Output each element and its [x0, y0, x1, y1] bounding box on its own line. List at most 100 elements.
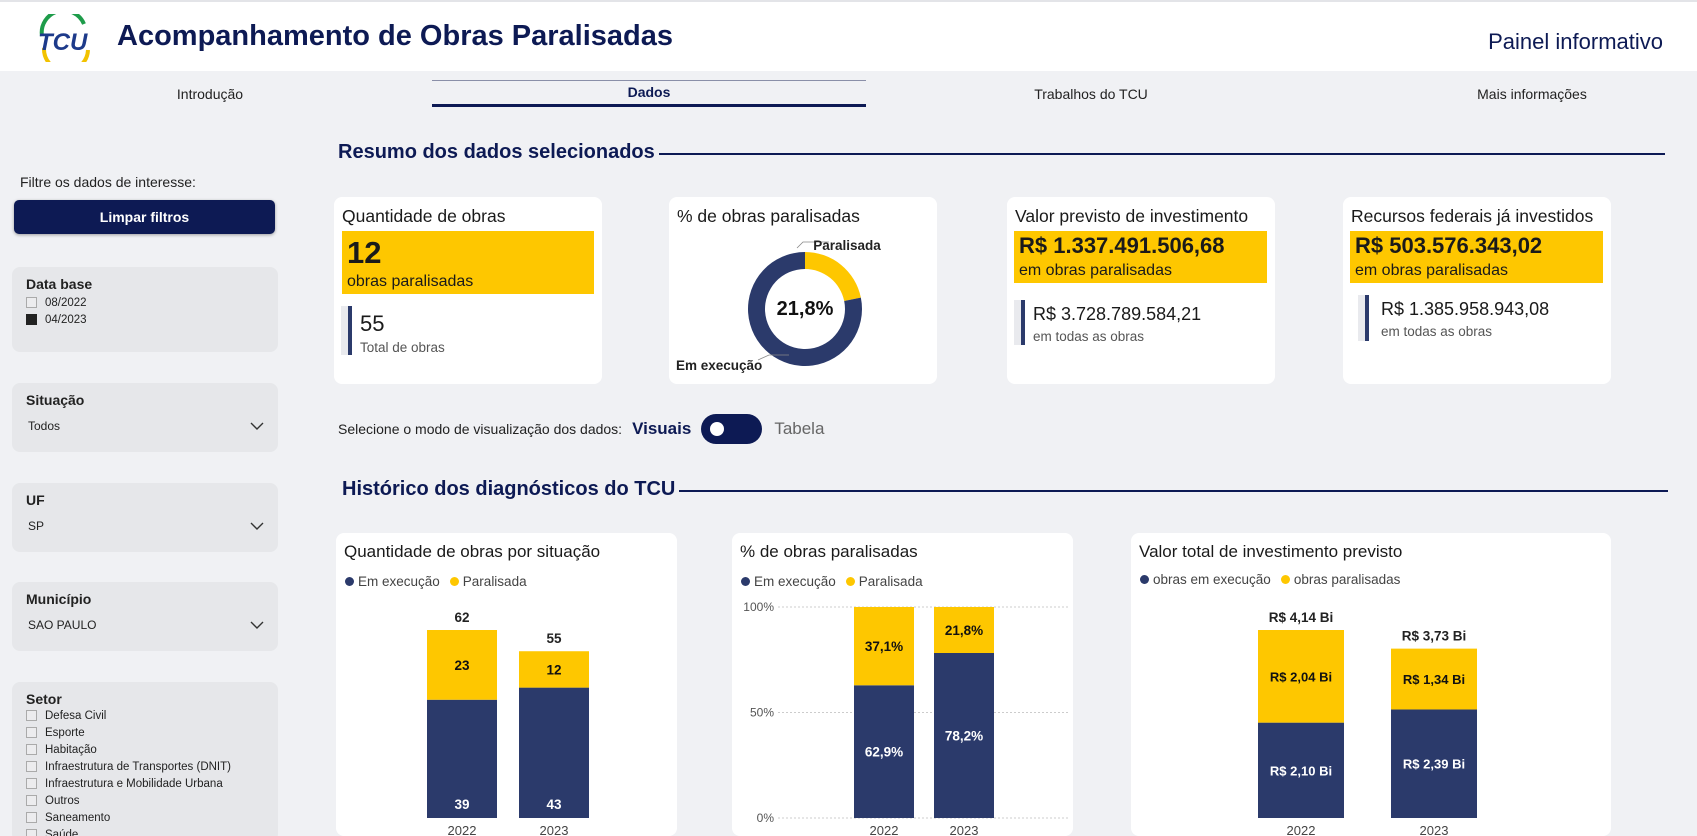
kpi-title: Recursos federais já investidos	[1351, 206, 1594, 226]
chart-legend: Em execução Paralisada	[345, 574, 537, 589]
chart-legend: Em execução Paralisada	[741, 574, 933, 589]
bar-data-label: 23	[454, 658, 470, 673]
checkbox-icon[interactable]	[26, 829, 37, 836]
bar-segment	[519, 687, 589, 818]
situacao-dropdown[interactable]: Todos	[26, 419, 264, 433]
accent-bar	[348, 306, 352, 355]
checkbox-icon[interactable]	[26, 761, 37, 772]
legend-label: Em execução	[754, 574, 836, 589]
checkbox-option[interactable]: Outros	[26, 792, 264, 809]
bar-data-label: R$ 2,04 Bi	[1270, 669, 1332, 684]
chart-legend: obras em execução obras paralisadas	[1140, 572, 1410, 587]
svg-text:TCU: TCU	[38, 29, 88, 56]
view-mode-toggle[interactable]	[701, 414, 763, 444]
header-bar: TCU Acompanhamento de Obras Paralisadas …	[0, 0, 1697, 71]
chart-card-percent: % de obras paralisadas Em execução Paral…	[732, 533, 1073, 836]
tab-mais-informacoes[interactable]: Mais informações	[1477, 86, 1587, 102]
view-mode-visual[interactable]: Visuais	[632, 419, 692, 438]
checkbox-icon[interactable]	[26, 744, 37, 755]
filter-title: Setor	[26, 691, 62, 707]
x-tick-label: 2023	[950, 823, 979, 836]
checkbox-label: Infraestrutura de Transportes (DNIT)	[45, 760, 231, 773]
y-tick-label: 100%	[743, 600, 774, 614]
checkbox-option[interactable]: 08/2022	[26, 294, 264, 311]
clear-filters-button[interactable]: Limpar filtros	[14, 200, 275, 234]
filter-title: Município	[26, 591, 92, 607]
checkbox-icon[interactable]	[26, 297, 37, 308]
checkbox-option[interactable]: 04/2023	[26, 311, 264, 328]
chart-title: Valor total de investimento previsto	[1139, 542, 1403, 561]
checkbox-option[interactable]: Defesa Civil	[26, 707, 264, 724]
kpi-title: Quantidade de obras	[342, 206, 506, 226]
chevron-down-icon	[250, 621, 264, 629]
donut-label-execucao: Em execução	[676, 358, 762, 373]
heading-rule	[658, 153, 1665, 155]
filter-title: UF	[26, 492, 45, 508]
checkbox-label: Infraestrutura e Mobilidade Urbana	[45, 777, 223, 790]
checkbox-option[interactable]: Saneamento	[26, 809, 264, 826]
donut-chart: Paralisada Em execução 21,8%	[676, 238, 881, 373]
bar-data-label: 62,9%	[865, 745, 903, 760]
header-subtitle: Painel informativo	[1488, 29, 1663, 54]
bar-data-label: 37,1%	[865, 639, 903, 654]
kpi-highlight: R$ 1.337.491.506,68 em obras paralisadas	[1014, 231, 1267, 283]
kpi-value-caption: em obras paralisadas	[1019, 262, 1172, 279]
app-title: Acompanhamento de Obras Paralisadas	[117, 20, 674, 52]
filter-title: Situação	[26, 392, 85, 408]
tcu-logo: TCU	[38, 14, 90, 62]
accent-bar	[341, 306, 348, 355]
municipio-dropdown[interactable]: SAO PAULO	[26, 618, 264, 632]
view-mode-row: Selecione o modo de visualização dos dad…	[338, 414, 824, 444]
bar-segment	[854, 685, 914, 818]
chart-title: % de obras paralisadas	[740, 542, 918, 561]
accent-bar	[1021, 300, 1025, 345]
bar-total-label: R$ 3,73 Bi	[1402, 629, 1467, 644]
view-mode-table[interactable]: Tabela	[774, 419, 825, 438]
tab-introducao[interactable]: Introdução	[176, 86, 244, 102]
x-tick-label: 2022	[870, 823, 899, 836]
checkbox-option[interactable]: Saúde	[26, 826, 264, 836]
chevron-down-icon	[250, 522, 264, 530]
checkbox-checked-icon[interactable]	[26, 314, 37, 325]
bar-total-label: 55	[546, 631, 562, 646]
uf-dropdown[interactable]: SP	[26, 519, 264, 533]
leader-line	[796, 241, 829, 249]
kpi-total-caption: em todas as obras	[1033, 329, 1145, 344]
tab-trabalhos[interactable]: Trabalhos do TCU	[1034, 86, 1148, 102]
checkbox-option[interactable]: Infraestrutura de Transportes (DNIT)	[26, 758, 264, 775]
checkbox-label: Outros	[45, 794, 80, 807]
accent-bar	[1365, 295, 1369, 341]
heading-rule	[679, 490, 1668, 492]
kpi-recursos-card: Recursos federais já investidos R$ 503.5…	[1343, 197, 1611, 384]
bar-segment	[1391, 648, 1477, 710]
view-mode-label: Selecione o modo de visualização dos dad…	[338, 421, 623, 437]
filter-data-base: Data base 08/2022 04/2023	[12, 267, 278, 352]
chart-card-valor: Valor total de investimento previsto obr…	[1131, 533, 1611, 836]
historico-heading: Histórico dos diagnósticos do TCU	[342, 478, 1668, 501]
legend-item: Em execução	[345, 574, 440, 589]
checkbox-option[interactable]: Infraestrutura e Mobilidade Urbana	[26, 775, 264, 792]
toggle-knob	[710, 422, 725, 436]
checkbox-icon[interactable]	[26, 710, 37, 721]
kpi-title: Valor previsto de investimento	[1015, 206, 1249, 226]
bar-data-label: 43	[546, 797, 562, 812]
section-title: Histórico dos diagnósticos do TCU	[342, 478, 676, 500]
checkbox-icon[interactable]	[26, 795, 37, 806]
accent-bar	[1014, 300, 1021, 345]
checkbox-icon[interactable]	[26, 812, 37, 823]
legend-label: Paralisada	[462, 574, 527, 589]
legend-dot	[741, 577, 750, 586]
checkbox-option[interactable]: Esporte	[26, 724, 264, 741]
bar-segment	[427, 699, 497, 818]
tab-dados[interactable]: Dados	[432, 80, 866, 107]
checkbox-option[interactable]: Habitação	[26, 741, 264, 758]
checkbox-label: Habitação	[45, 743, 97, 756]
checkbox-icon[interactable]	[26, 727, 37, 738]
legend-label: obras em execução	[1153, 572, 1271, 587]
kpi-value: R$ 1.337.491.506,68	[1019, 233, 1225, 258]
checkbox-icon[interactable]	[26, 778, 37, 789]
donut-center-value: 21,8%	[777, 298, 834, 320]
kpi-quantidade-card: Quantidade de obras 12 obras paralisadas…	[334, 197, 602, 384]
kpi-total: R$ 1.385.958.943,08	[1381, 299, 1550, 319]
kpi-total: 55	[360, 311, 385, 336]
